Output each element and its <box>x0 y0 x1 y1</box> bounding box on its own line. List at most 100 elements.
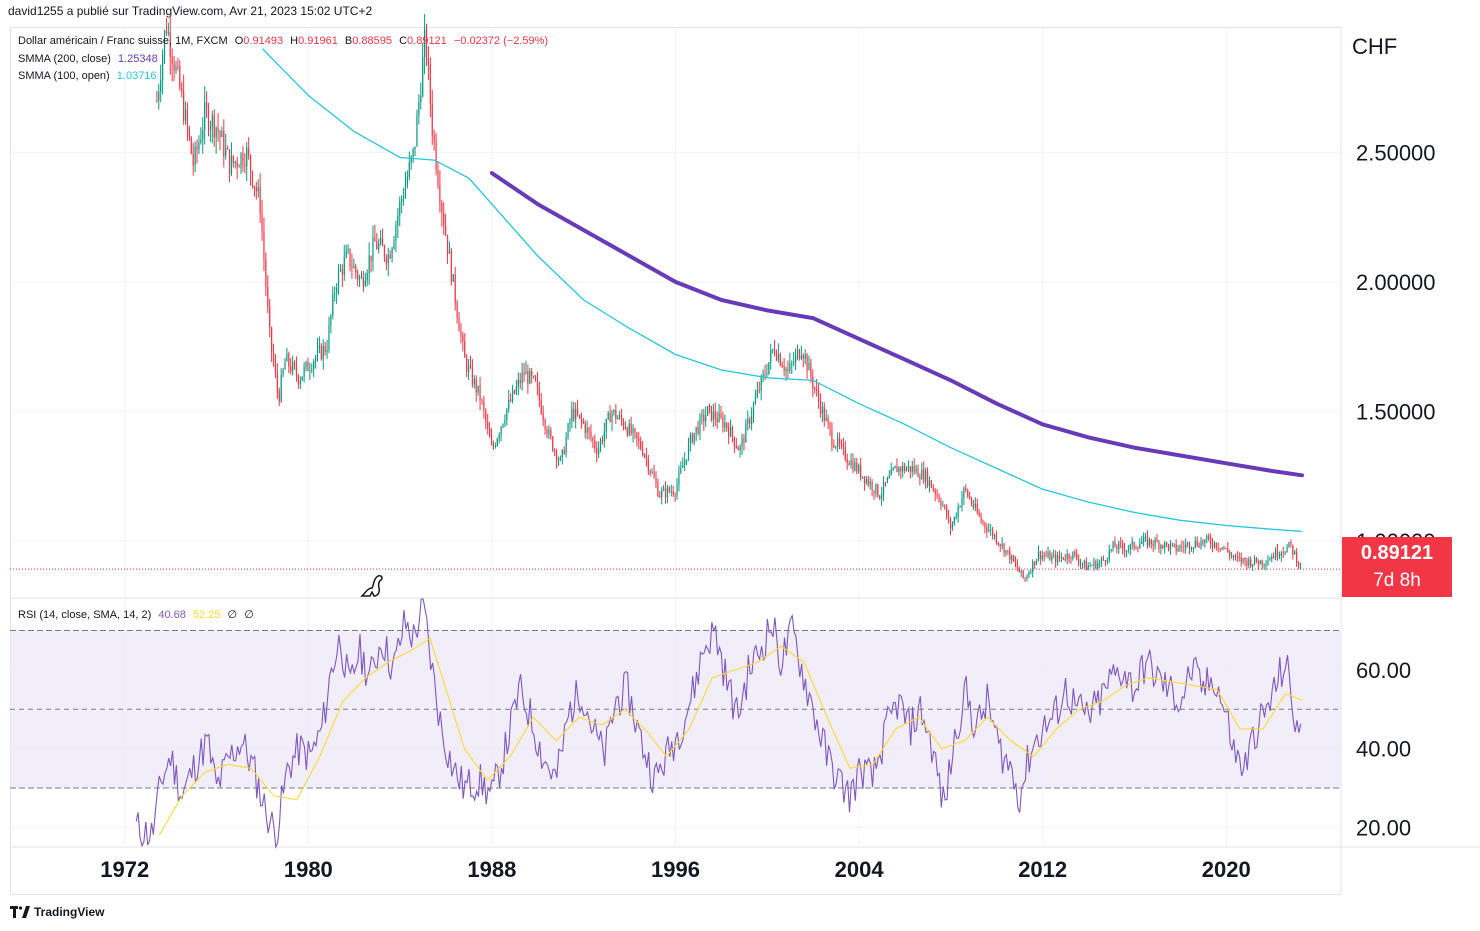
candle-body <box>162 54 164 81</box>
candle-body <box>976 504 978 513</box>
candle-body <box>1276 549 1279 557</box>
candle-body <box>848 462 850 466</box>
candle-body <box>575 408 577 420</box>
x-tick-label: 2004 <box>835 857 885 882</box>
candle-body <box>1248 559 1250 566</box>
candle-body <box>1156 539 1158 542</box>
candle-body <box>391 248 393 259</box>
candle-body <box>804 354 806 359</box>
candle-body <box>280 375 282 402</box>
candle-body <box>181 88 183 92</box>
candle-body <box>466 357 468 372</box>
candle-body <box>800 355 802 359</box>
candle-body <box>265 259 267 287</box>
smma200-legend[interactable]: SMMA (200, close) 1.25348 <box>18 53 162 65</box>
candle-body <box>238 166 240 168</box>
candle-body <box>297 375 299 384</box>
candle-body <box>963 487 965 498</box>
candle-body <box>548 430 550 435</box>
candle-body <box>1049 552 1051 561</box>
candle-body <box>223 131 225 156</box>
candle-body <box>490 437 493 445</box>
candle-body <box>961 497 963 507</box>
candle-body <box>207 108 210 131</box>
candle-body <box>481 400 483 402</box>
candle-body <box>882 482 885 495</box>
candle-body <box>762 373 764 377</box>
candle-body <box>1047 552 1049 557</box>
candle-body <box>345 250 347 258</box>
candle-body <box>877 484 879 497</box>
candle-body <box>640 441 642 449</box>
candle-body <box>1041 555 1043 560</box>
candle-body <box>1246 560 1248 566</box>
footer-brand[interactable]: TradingView <box>10 905 104 919</box>
candle-body <box>1144 536 1147 538</box>
candle-body <box>856 462 858 472</box>
candle-body <box>1267 560 1269 565</box>
candle-body <box>1271 556 1273 560</box>
candle-body <box>202 130 204 140</box>
candle-body <box>779 354 781 366</box>
candle-body <box>293 362 296 367</box>
dino-icon[interactable] <box>360 572 386 598</box>
candle-body <box>999 544 1001 547</box>
candle-body <box>316 348 319 358</box>
smma100-legend[interactable]: SMMA (100, open) 1.03716 <box>18 70 161 82</box>
candle-body <box>494 445 496 447</box>
candle-body <box>1053 554 1055 556</box>
candle-body <box>974 504 976 508</box>
candle-body <box>972 503 975 508</box>
candle-body <box>1028 572 1030 577</box>
candle-body <box>1068 554 1070 559</box>
candle-body <box>1143 536 1145 542</box>
candle-body <box>949 518 952 529</box>
candle-body <box>642 448 644 455</box>
candle-body <box>177 65 179 67</box>
candle-body <box>615 410 617 420</box>
candle-body <box>852 460 854 471</box>
candle-body <box>1030 572 1032 574</box>
candle-body <box>576 408 579 415</box>
high-label: H <box>290 35 299 47</box>
candle-body <box>850 460 852 466</box>
candle-body <box>1259 560 1261 565</box>
candle-body <box>726 422 728 428</box>
candle-body <box>705 415 707 422</box>
candle-body <box>1202 540 1204 544</box>
candle-body <box>158 91 160 101</box>
candle-body <box>875 484 877 494</box>
candle-body <box>372 237 374 262</box>
candle-body <box>401 199 403 202</box>
candle-body <box>1225 548 1227 549</box>
candle-body <box>246 147 248 167</box>
candle-body <box>747 419 749 424</box>
candle-body <box>446 235 449 254</box>
candle-body <box>886 477 888 483</box>
candle-body <box>353 265 355 268</box>
candle-body <box>697 427 699 434</box>
candle-body <box>926 470 929 486</box>
candle-body <box>271 327 273 351</box>
symbol-legend[interactable]: Dollar américain / Franc suisse, 1M, FXC… <box>18 35 552 47</box>
candle-body <box>896 465 898 473</box>
rsi-tick-label: 60.00 <box>1356 658 1411 683</box>
candle-body <box>523 372 525 375</box>
candle-body <box>873 490 875 494</box>
candle-body <box>970 498 973 504</box>
candle-body <box>659 496 661 498</box>
candle-body <box>890 469 892 476</box>
candle-body <box>1175 543 1177 551</box>
candle-body <box>305 361 307 368</box>
candle-body <box>1018 568 1020 573</box>
candle-body <box>259 187 261 214</box>
candle-body <box>257 187 259 192</box>
candle-body <box>485 410 487 422</box>
candle-body <box>510 399 512 401</box>
candle-body <box>888 475 890 478</box>
low-label: B <box>344 35 353 47</box>
candle-body <box>626 428 628 435</box>
rsi-legend[interactable]: RSI (14, close, SMA, 14, 2) 40.68 52.25 … <box>18 608 258 621</box>
candle-body <box>816 388 818 391</box>
